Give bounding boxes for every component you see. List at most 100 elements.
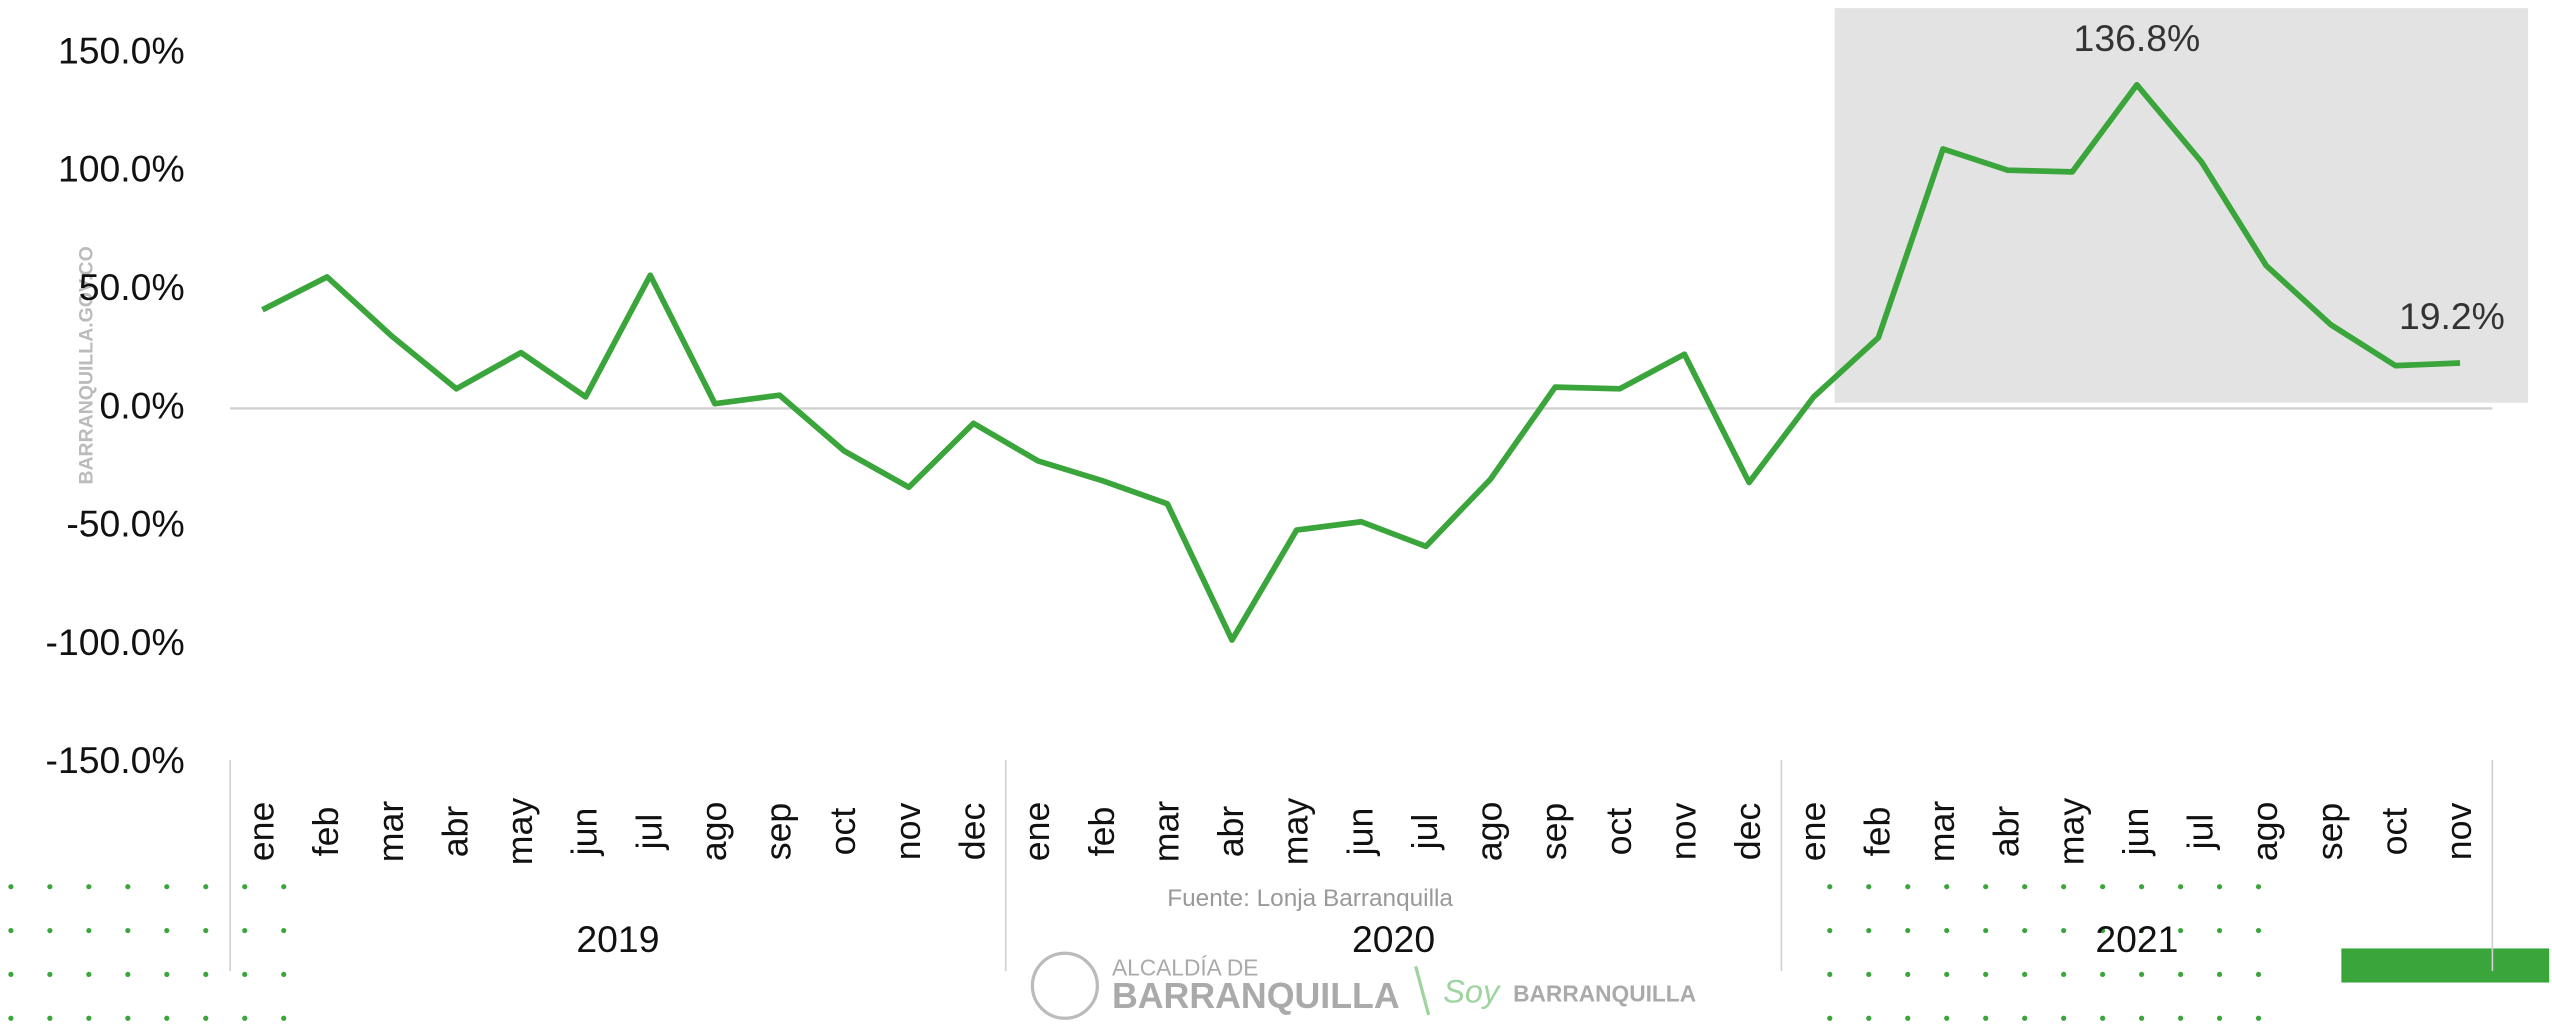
decor-dot bbox=[2139, 971, 2145, 978]
decor-dot bbox=[1905, 1015, 1911, 1021]
decor-dot bbox=[164, 1015, 170, 1021]
decor-dot bbox=[2255, 927, 2262, 934]
x-tick-label: ene bbox=[242, 802, 282, 862]
decor-dot bbox=[8, 884, 14, 890]
decor-dot bbox=[47, 927, 53, 934]
decor-dot bbox=[164, 884, 170, 890]
decor-dot bbox=[2022, 971, 2028, 978]
decor-dot bbox=[2255, 884, 2262, 890]
y-tick-label: 100.0% bbox=[58, 148, 185, 190]
decor-dot bbox=[2022, 927, 2028, 934]
decor-dot bbox=[125, 1015, 131, 1021]
decor-dot bbox=[125, 884, 131, 890]
decor-dot bbox=[125, 971, 131, 978]
decor-dot bbox=[281, 1015, 287, 1021]
decor-dot bbox=[2139, 1015, 2145, 1021]
decor-dot bbox=[2216, 1015, 2223, 1021]
decor-dot bbox=[1983, 884, 1989, 890]
decor-dot bbox=[1827, 1015, 1833, 1021]
data-label: 136.8% bbox=[2074, 17, 2201, 59]
decor-dot bbox=[2216, 927, 2223, 934]
decor-dot bbox=[1944, 1015, 1950, 1021]
highlight-band bbox=[1834, 8, 2529, 403]
decor-dot bbox=[2139, 927, 2145, 934]
decor-dot bbox=[2061, 1015, 2067, 1021]
x-tick-label: may bbox=[2051, 798, 2091, 866]
decor-dot bbox=[2100, 1015, 2106, 1021]
decor-dot bbox=[1866, 1015, 1872, 1021]
decor-dot bbox=[1866, 884, 1872, 890]
decor-dot bbox=[1827, 927, 1833, 934]
decor-dot bbox=[242, 884, 248, 890]
x-tick-label: oct bbox=[1599, 808, 1639, 856]
x-tick-label: sep bbox=[759, 803, 799, 861]
decor-dot bbox=[242, 971, 248, 978]
x-tick-label: ago bbox=[2245, 802, 2285, 862]
logo-slogan: Soy bbox=[1443, 973, 1501, 1009]
decor-dot bbox=[86, 1015, 92, 1021]
x-tick-label: oct bbox=[823, 808, 863, 856]
x-tick-label: sep bbox=[2310, 803, 2350, 861]
decor-dot bbox=[1944, 971, 1950, 978]
group-label: 2019 bbox=[576, 918, 659, 960]
x-tick-label: ago bbox=[694, 802, 734, 862]
decor-bar bbox=[2341, 948, 2550, 983]
x-tick-label: dec bbox=[953, 803, 993, 861]
logo-line1: ALCALDÍA DE bbox=[1112, 955, 1258, 981]
decor-dot bbox=[1866, 927, 1872, 934]
x-tick-label: abr bbox=[435, 806, 475, 858]
decor-dot bbox=[2022, 1015, 2028, 1021]
x-tick-label: dec bbox=[1728, 803, 1768, 861]
y-tick-label: 50.0% bbox=[79, 266, 185, 308]
x-tick-label: feb bbox=[1857, 807, 1897, 857]
decor-dot bbox=[2100, 884, 2106, 890]
x-tick-label: jul bbox=[2181, 814, 2221, 851]
decor-dot bbox=[1866, 971, 1872, 978]
decor-dot bbox=[203, 884, 209, 890]
x-tick-label: ago bbox=[1470, 802, 1510, 862]
decor-dot bbox=[2255, 1015, 2262, 1021]
x-tick-label: feb bbox=[306, 807, 346, 857]
decor-dot bbox=[2061, 884, 2067, 890]
x-tick-label: nov bbox=[2439, 803, 2479, 861]
x-tick-label: mar bbox=[1922, 801, 1962, 863]
decor-dot bbox=[2022, 884, 2028, 890]
decor-dot bbox=[1944, 927, 1950, 934]
decor-dot bbox=[2061, 971, 2067, 978]
decor-dot bbox=[2216, 884, 2223, 890]
decor-dot bbox=[203, 971, 209, 978]
decor-dot bbox=[86, 927, 92, 934]
y-tick-label: 0.0% bbox=[100, 384, 185, 426]
data-label: 19.2% bbox=[2399, 295, 2505, 337]
source-note: Fuente: Lonja Barranquilla bbox=[1167, 885, 1453, 912]
decor-dot bbox=[203, 1015, 209, 1021]
decor-dot bbox=[86, 884, 92, 890]
x-tick-label: may bbox=[500, 798, 540, 866]
x-tick-label: jun bbox=[2116, 808, 2156, 857]
x-tick-label: nov bbox=[888, 803, 928, 861]
group-label: 2020 bbox=[1352, 918, 1435, 960]
decor-dot bbox=[1827, 884, 1833, 890]
decor-dot bbox=[47, 1015, 53, 1021]
x-tick-label: jun bbox=[565, 808, 605, 857]
decor-dot bbox=[86, 971, 92, 978]
decor-dot bbox=[2177, 884, 2184, 890]
decor-dot bbox=[281, 927, 287, 934]
decor-dot bbox=[281, 884, 287, 890]
x-tick-label: sep bbox=[1534, 803, 1574, 861]
decor-dot bbox=[2139, 884, 2145, 890]
x-tick-label: feb bbox=[1082, 807, 1122, 857]
decor-dot bbox=[1944, 884, 1950, 890]
decor-dot bbox=[1983, 971, 1989, 978]
decor-dot bbox=[2255, 971, 2262, 978]
decor-dot bbox=[2100, 971, 2106, 978]
y-tick-label: 150.0% bbox=[58, 29, 185, 71]
decor-dot bbox=[8, 971, 14, 978]
decor-dot bbox=[1905, 927, 1911, 934]
decor-dot bbox=[1905, 971, 1911, 978]
decor-dot bbox=[8, 927, 14, 934]
x-tick-label: oct bbox=[2374, 808, 2414, 856]
x-tick-label: abr bbox=[1987, 806, 2027, 858]
